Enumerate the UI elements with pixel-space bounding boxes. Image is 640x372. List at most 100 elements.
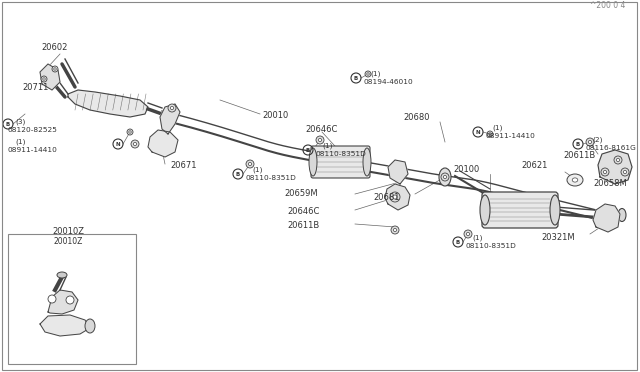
Text: 08110-8351D: 08110-8351D bbox=[245, 175, 296, 181]
Text: N: N bbox=[116, 141, 120, 147]
Circle shape bbox=[391, 226, 399, 234]
Text: 20010Z: 20010Z bbox=[53, 237, 83, 247]
Ellipse shape bbox=[572, 178, 578, 182]
Text: (3): (3) bbox=[15, 119, 26, 125]
Text: 20611B: 20611B bbox=[564, 151, 596, 160]
Circle shape bbox=[394, 228, 397, 232]
Bar bbox=[8, 234, 136, 364]
Text: (1): (1) bbox=[472, 235, 483, 241]
Text: (2): (2) bbox=[592, 137, 602, 143]
Text: 20681: 20681 bbox=[374, 192, 400, 202]
Text: 20602: 20602 bbox=[42, 42, 68, 51]
Circle shape bbox=[54, 68, 56, 70]
Circle shape bbox=[52, 66, 58, 72]
Text: 08194-46010: 08194-46010 bbox=[363, 79, 413, 85]
Ellipse shape bbox=[363, 148, 371, 176]
Polygon shape bbox=[160, 104, 180, 134]
Text: 20646C: 20646C bbox=[305, 125, 337, 135]
Polygon shape bbox=[388, 160, 408, 184]
Circle shape bbox=[170, 106, 173, 110]
FancyBboxPatch shape bbox=[311, 146, 370, 178]
Ellipse shape bbox=[480, 195, 490, 225]
Circle shape bbox=[246, 160, 254, 168]
Polygon shape bbox=[68, 90, 148, 117]
Text: B: B bbox=[576, 141, 580, 147]
Text: B: B bbox=[456, 240, 460, 244]
Circle shape bbox=[464, 230, 472, 238]
Text: 08120-82525: 08120-82525 bbox=[8, 127, 58, 133]
Circle shape bbox=[129, 131, 131, 133]
Circle shape bbox=[48, 295, 56, 303]
Text: 20658M: 20658M bbox=[593, 180, 627, 189]
Text: B: B bbox=[6, 122, 10, 126]
Text: (1): (1) bbox=[492, 125, 502, 131]
Polygon shape bbox=[40, 64, 60, 90]
Circle shape bbox=[623, 170, 627, 174]
Text: 08911-14410: 08911-14410 bbox=[8, 147, 58, 153]
Ellipse shape bbox=[439, 168, 451, 186]
Text: 20680: 20680 bbox=[403, 112, 430, 122]
Text: 20671: 20671 bbox=[170, 161, 196, 170]
Polygon shape bbox=[40, 315, 90, 336]
Polygon shape bbox=[385, 184, 410, 210]
Ellipse shape bbox=[567, 174, 583, 186]
Circle shape bbox=[390, 192, 400, 202]
Circle shape bbox=[444, 176, 447, 179]
Ellipse shape bbox=[85, 319, 95, 333]
Polygon shape bbox=[593, 204, 620, 232]
Circle shape bbox=[441, 173, 449, 181]
Circle shape bbox=[365, 71, 371, 77]
Circle shape bbox=[133, 142, 136, 145]
Text: N: N bbox=[476, 129, 480, 135]
Circle shape bbox=[367, 73, 369, 75]
Text: 20321M: 20321M bbox=[541, 234, 575, 243]
Text: 20711: 20711 bbox=[22, 83, 49, 92]
Circle shape bbox=[588, 140, 591, 144]
Circle shape bbox=[393, 195, 397, 199]
Circle shape bbox=[41, 76, 47, 82]
FancyBboxPatch shape bbox=[482, 192, 558, 228]
Polygon shape bbox=[598, 150, 632, 184]
Circle shape bbox=[614, 156, 622, 164]
Text: 20621: 20621 bbox=[522, 161, 548, 170]
Text: 20659M: 20659M bbox=[284, 189, 318, 199]
Circle shape bbox=[601, 168, 609, 176]
Circle shape bbox=[127, 129, 133, 135]
Text: 20611B: 20611B bbox=[288, 221, 320, 231]
Text: (1): (1) bbox=[252, 167, 262, 173]
Text: (1): (1) bbox=[370, 71, 381, 77]
Circle shape bbox=[586, 138, 594, 146]
Circle shape bbox=[248, 163, 252, 166]
Ellipse shape bbox=[550, 195, 560, 225]
Text: B: B bbox=[306, 148, 310, 153]
Text: ^200 0 4: ^200 0 4 bbox=[589, 1, 625, 10]
Text: 20010Z: 20010Z bbox=[52, 228, 84, 237]
Circle shape bbox=[316, 136, 324, 144]
Ellipse shape bbox=[309, 148, 317, 176]
Text: 20646C: 20646C bbox=[287, 208, 320, 217]
Text: 08110-8351D: 08110-8351D bbox=[315, 151, 365, 157]
Circle shape bbox=[604, 170, 607, 174]
Text: 20010: 20010 bbox=[262, 112, 288, 121]
Ellipse shape bbox=[57, 272, 67, 278]
Circle shape bbox=[489, 133, 492, 135]
Text: B: B bbox=[354, 76, 358, 80]
Text: (1): (1) bbox=[322, 143, 333, 149]
Polygon shape bbox=[48, 290, 78, 314]
Ellipse shape bbox=[618, 208, 626, 221]
Text: 08911-14410: 08911-14410 bbox=[485, 133, 535, 139]
Circle shape bbox=[487, 131, 493, 137]
Circle shape bbox=[467, 232, 470, 235]
Polygon shape bbox=[148, 130, 178, 157]
Circle shape bbox=[66, 296, 74, 304]
Circle shape bbox=[319, 138, 322, 142]
Circle shape bbox=[168, 104, 176, 112]
Text: 20100: 20100 bbox=[454, 166, 480, 174]
Text: 08116-8161G: 08116-8161G bbox=[585, 145, 636, 151]
Text: B: B bbox=[236, 171, 240, 176]
Circle shape bbox=[43, 78, 45, 80]
Circle shape bbox=[621, 168, 629, 176]
Text: 08110-8351D: 08110-8351D bbox=[465, 243, 516, 249]
Text: (1): (1) bbox=[15, 139, 26, 145]
Circle shape bbox=[616, 158, 620, 161]
